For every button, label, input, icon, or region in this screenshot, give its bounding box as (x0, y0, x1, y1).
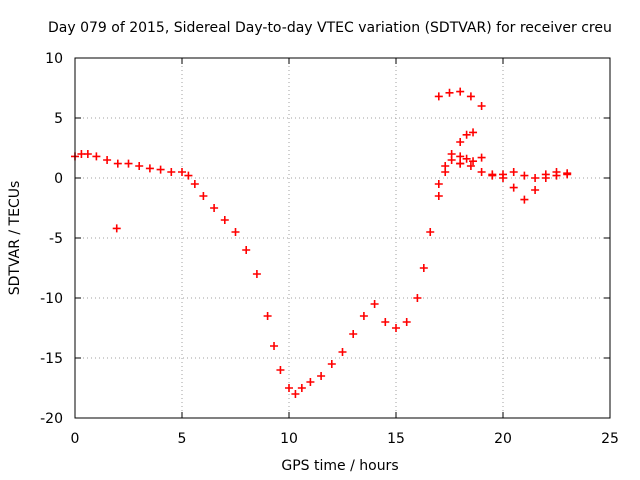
data-point (124, 159, 133, 168)
grid (75, 58, 610, 418)
data-point (83, 150, 92, 158)
axis-ticks (74, 57, 611, 419)
data-point (456, 138, 465, 146)
data-point (462, 130, 471, 139)
data-point (359, 312, 368, 320)
data-point (541, 174, 550, 182)
data-point (509, 168, 518, 176)
data-point (349, 330, 358, 338)
data-point (145, 164, 154, 173)
data-point (306, 378, 315, 386)
data-point (456, 87, 465, 96)
data-point (469, 128, 478, 137)
data-point (370, 300, 379, 308)
data-point (434, 180, 443, 188)
data-point (103, 156, 112, 164)
data-point (499, 174, 507, 182)
data-point (270, 342, 279, 350)
data-point (285, 384, 293, 392)
x-tick-label: 5 (178, 431, 187, 447)
data-point (297, 384, 306, 392)
data-point (199, 192, 208, 200)
x-tick-label: 15 (387, 431, 405, 447)
data-point (447, 150, 456, 158)
data-point (520, 195, 529, 204)
data-point (317, 372, 326, 380)
data-points (71, 87, 572, 398)
data-point (210, 204, 219, 212)
data-point (242, 246, 251, 254)
data-point (167, 168, 176, 176)
data-point (434, 192, 443, 200)
data-point (520, 171, 529, 180)
y-tick-label: -5 (49, 231, 63, 247)
data-point (392, 324, 400, 332)
data-point (456, 159, 465, 168)
data-point (477, 168, 486, 176)
data-point (220, 216, 229, 224)
data-point (426, 228, 435, 236)
tick-labels: 0 5 10 15 20 25 -20 -15 -10 -5 0 5 10 (40, 51, 619, 447)
data-point (434, 92, 443, 101)
y-tick-label: -10 (40, 291, 63, 307)
data-point (92, 152, 101, 161)
data-point (291, 390, 300, 398)
data-point (112, 224, 121, 233)
data-point (441, 162, 450, 170)
y-axis-label: SDTVAR / TECUs (7, 181, 23, 296)
data-point (135, 162, 144, 170)
data-point (466, 92, 475, 101)
data-point (419, 264, 428, 272)
x-tick-label: 0 (71, 431, 80, 447)
x-tick-label: 10 (280, 431, 298, 447)
data-point (531, 186, 540, 194)
data-point (190, 180, 199, 188)
y-tick-label: -20 (40, 411, 63, 427)
data-point (488, 170, 497, 179)
data-point (338, 348, 347, 356)
data-point (413, 294, 422, 302)
data-point (466, 162, 475, 170)
data-point (231, 228, 240, 236)
y-tick-label: 0 (54, 171, 63, 187)
data-point (381, 318, 390, 326)
data-point (477, 153, 486, 162)
data-point (552, 171, 561, 180)
data-point (531, 174, 540, 182)
y-tick-label: 5 (54, 111, 63, 127)
data-point (445, 88, 454, 97)
data-point (184, 171, 193, 180)
data-point (327, 360, 336, 368)
data-point (469, 157, 478, 166)
data-point (178, 168, 186, 176)
data-point (276, 366, 285, 374)
y-tick-label: -15 (40, 351, 63, 367)
x-axis-label: GPS time / hours (281, 458, 398, 474)
data-point (402, 318, 411, 326)
x-tick-label: 25 (601, 431, 619, 447)
data-point (477, 102, 486, 110)
x-tick-label: 20 (494, 431, 512, 447)
y-tick-label: 10 (45, 51, 63, 67)
data-point (563, 170, 572, 179)
data-point (462, 154, 471, 163)
data-point (252, 270, 261, 278)
data-point (263, 312, 272, 320)
data-point (456, 152, 465, 161)
data-point (509, 183, 518, 192)
chart-title: Day 079 of 2015, Sidereal Day-to-day VTE… (48, 20, 612, 36)
data-point (113, 159, 122, 168)
data-point (156, 165, 165, 174)
